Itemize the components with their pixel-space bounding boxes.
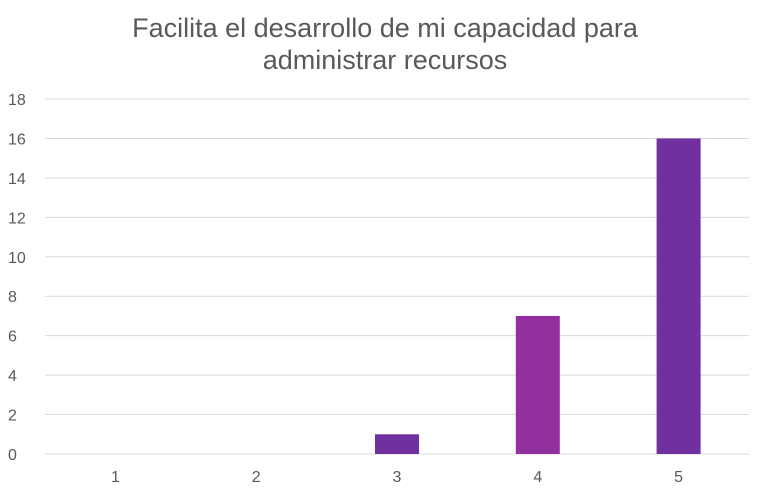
x-tick-label: 4 (533, 469, 542, 486)
y-tick-label: 14 (8, 171, 26, 188)
y-tick-label: 0 (8, 447, 17, 464)
y-tick-label: 2 (8, 408, 17, 425)
chart-title: Facilita el desarrollo de mi capacidad p… (0, 12, 770, 76)
x-tick-label: 3 (393, 469, 402, 486)
chart-title-line-1: Facilita el desarrollo de mi capacidad p… (132, 13, 638, 43)
y-tick-label: 4 (8, 368, 17, 385)
y-tick-label: 6 (8, 329, 17, 346)
y-tick-label: 16 (8, 131, 26, 148)
y-tick-label: 8 (8, 289, 17, 306)
y-tick-label: 10 (8, 250, 26, 267)
bar-4 (515, 315, 560, 454)
bar-5 (656, 138, 701, 454)
y-tick-label: 12 (8, 210, 26, 227)
chart-title-line-2: administrar recursos (262, 45, 508, 75)
bar-3 (375, 434, 419, 454)
x-tick-label: 1 (111, 469, 120, 486)
x-tick-label: 5 (674, 469, 683, 486)
y-tick-label: 18 (8, 92, 26, 109)
x-tick-label: 2 (252, 469, 261, 486)
